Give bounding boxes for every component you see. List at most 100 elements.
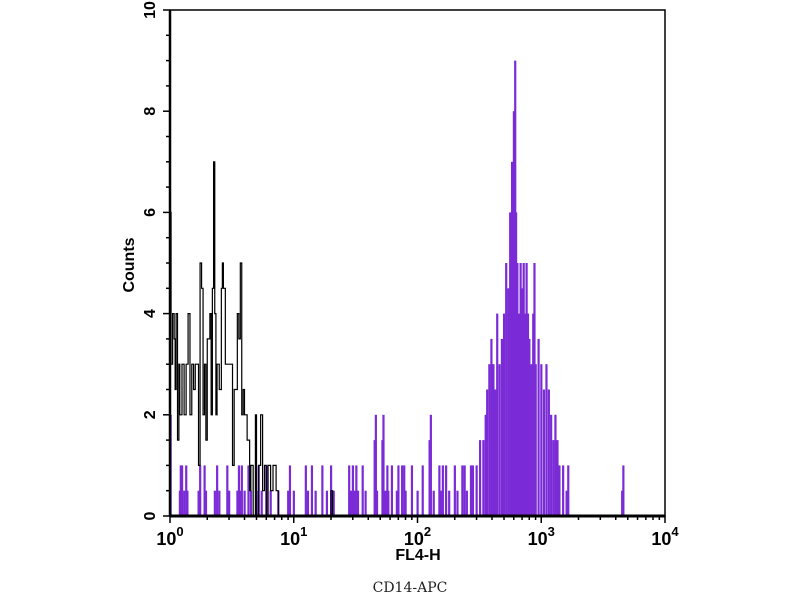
histogram-bar: [448, 490, 451, 516]
histogram-bar: [565, 490, 568, 516]
histogram-bar: [558, 465, 561, 516]
series-cd14-apc: [169, 60, 625, 517]
histogram-bar: [243, 490, 246, 516]
histogram-bar: [199, 465, 202, 516]
histogram-bar: [349, 490, 353, 516]
histogram-bar: [463, 465, 466, 516]
histogram-bar: [479, 440, 482, 516]
histogram-bar: [505, 263, 508, 516]
histogram-bar: [375, 490, 379, 516]
histogram-bar: [240, 465, 243, 516]
histogram-bar: [490, 338, 493, 516]
histogram-bar: [247, 465, 250, 516]
histogram-bar: [453, 465, 456, 516]
histogram-bar: [404, 490, 407, 516]
x-tick-label: 104: [651, 524, 679, 549]
histogram-bar: [482, 440, 485, 516]
histogram-bar: [364, 490, 367, 516]
histogram-bar: [228, 490, 231, 516]
histogram-bar: [521, 288, 524, 516]
x-tick-label: 102: [404, 524, 431, 549]
histogram-bar: [469, 465, 473, 516]
histogram-bar: [554, 414, 557, 516]
histogram-bar: [236, 490, 239, 516]
histogram-bar: [471, 465, 475, 516]
histogram-bar: [203, 465, 206, 516]
histogram-bar: [403, 465, 406, 516]
y-tick-label: 8: [142, 107, 159, 116]
histogram-bar: [395, 490, 398, 516]
histogram-bar: [321, 465, 324, 516]
histogram-bar: [429, 414, 432, 516]
histogram-bar: [374, 414, 377, 516]
histogram-bar: [387, 490, 390, 516]
histogram-bar: [496, 313, 499, 516]
y-tick-label: 10: [142, 1, 159, 19]
histogram-bar: [401, 465, 404, 516]
histogram-bar: [510, 161, 514, 517]
histogram-bar: [382, 414, 385, 516]
x-tick-label: 103: [528, 524, 555, 549]
x-axis-label: FL4-H: [395, 547, 440, 564]
y-axis-label: Counts: [121, 237, 138, 292]
histogram-bar: [522, 263, 525, 516]
histogram-bar: [524, 313, 527, 516]
histogram-bar: [432, 490, 435, 516]
histogram-bar: [475, 465, 478, 516]
histogram-bar: [353, 490, 356, 516]
histogram-bar: [547, 389, 550, 516]
histogram-bar: [216, 465, 219, 516]
histogram-bar: [287, 490, 290, 516]
histogram-bar: [550, 414, 553, 516]
histogram-bar: [545, 364, 548, 516]
histogram-bar: [519, 263, 522, 516]
histogram-bar: [486, 389, 489, 516]
histogram-bar: [542, 389, 546, 516]
y-tick-label: 4: [142, 309, 159, 318]
histogram-bar: [180, 465, 184, 516]
histogram-bar: [465, 490, 468, 516]
x-tick-label: 101: [280, 524, 307, 549]
histogram-bar: [237, 465, 241, 516]
histogram-bar: [179, 465, 182, 516]
histogram-bar: [514, 212, 518, 516]
histogram-bar: [356, 490, 360, 516]
histogram-bar: [325, 490, 329, 516]
histogram-bar: [534, 364, 537, 516]
histogram-bar: [373, 440, 376, 516]
histogram-bar: [218, 490, 221, 516]
histogram-bar: [249, 490, 253, 516]
histogram-bar: [492, 364, 495, 516]
histogram-bar: [197, 490, 200, 516]
histogram-bar: [498, 364, 501, 516]
histogram-bar: [410, 465, 414, 516]
histogram-bar: [488, 364, 491, 516]
histogram-bar: [621, 490, 624, 516]
histogram-bar: [183, 490, 186, 516]
histogram-bar: [456, 490, 459, 516]
y-tick-label: 2: [142, 410, 159, 419]
histogram-bar: [512, 111, 515, 516]
histogram-bar: [622, 465, 625, 516]
histogram-bar: [445, 465, 448, 516]
histogram-bar: [186, 490, 189, 516]
histogram-bar: [213, 490, 216, 516]
histogram-bar: [355, 465, 358, 516]
histogram-bar: [552, 440, 555, 516]
histogram-bar: [306, 490, 310, 516]
histogram-bar: [530, 364, 533, 516]
histogram-bar: [556, 440, 559, 516]
histogram-bar: [540, 364, 543, 516]
histogram-bar: [507, 288, 510, 516]
histogram-bar: [310, 465, 314, 516]
y-tick-label: 6: [142, 208, 159, 217]
histogram-bar: [509, 212, 512, 516]
histogram-bar: [537, 338, 540, 516]
histogram-bar: [461, 465, 464, 516]
histogram-bar: [361, 465, 364, 516]
histogram-bar: [292, 490, 295, 516]
histogram-bar: [421, 465, 424, 516]
histogram-bar: [440, 490, 443, 516]
histogram-bar: [314, 490, 317, 516]
histogram-bar: [428, 440, 431, 516]
